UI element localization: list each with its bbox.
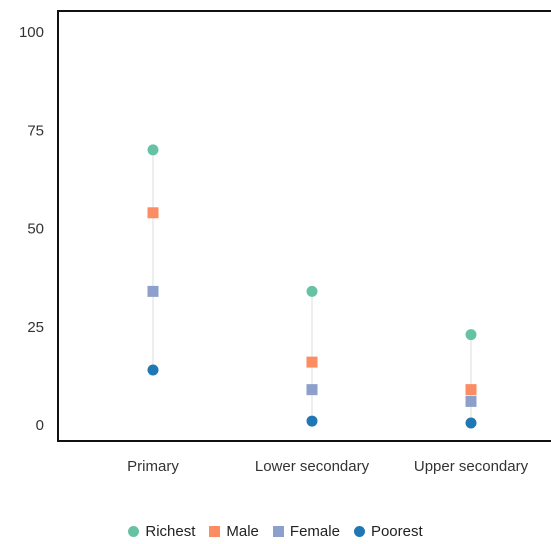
y-tick-label: 50 (27, 221, 44, 238)
point-poorest (147, 364, 159, 376)
point-male (465, 384, 477, 396)
legend-marker-icon (128, 525, 140, 537)
point-male (306, 356, 318, 368)
x-axis-ticks: Primary Lower secondary Upper secondary (127, 458, 528, 475)
legend: Richest Male Female Poorest (0, 518, 551, 544)
legend-label: Male (226, 522, 259, 540)
point-female (147, 285, 159, 297)
legend-label: Richest (145, 522, 196, 540)
x-tick-label: Lower secondary (255, 458, 370, 475)
connector-lines (152, 149, 472, 424)
point-poorest (465, 417, 477, 429)
legend-marker-icon (209, 525, 221, 537)
legend-label: Poorest (370, 522, 423, 540)
y-tick-label: 0 (36, 417, 44, 434)
legend-marker-icon (353, 525, 365, 537)
y-axis-ticks: 0 25 50 75 100 (19, 24, 44, 434)
x-tick-label: Primary (127, 458, 179, 475)
legend-marker-icon (272, 525, 284, 537)
point-male (147, 207, 159, 219)
y-tick-label: 100 (19, 24, 44, 41)
legend-item-richest: Richest (128, 523, 195, 540)
plot-frame (57, 10, 551, 442)
y-tick-label: 75 (27, 122, 44, 139)
point-richest (465, 329, 477, 341)
x-tick-label: Upper secondary (414, 458, 529, 475)
data-points (147, 144, 477, 429)
legend-item-poorest: Poorest (353, 522, 423, 540)
legend-item-female: Female (272, 522, 340, 540)
point-richest (306, 285, 318, 297)
y-tick-label: 25 (27, 319, 44, 336)
plot-border (57, 10, 551, 442)
legend-label: Female (289, 522, 340, 540)
point-richest (147, 144, 159, 156)
point-female (465, 395, 477, 407)
legend-item-male: Male (209, 523, 259, 540)
point-poorest (306, 415, 318, 427)
point-female (306, 384, 318, 396)
